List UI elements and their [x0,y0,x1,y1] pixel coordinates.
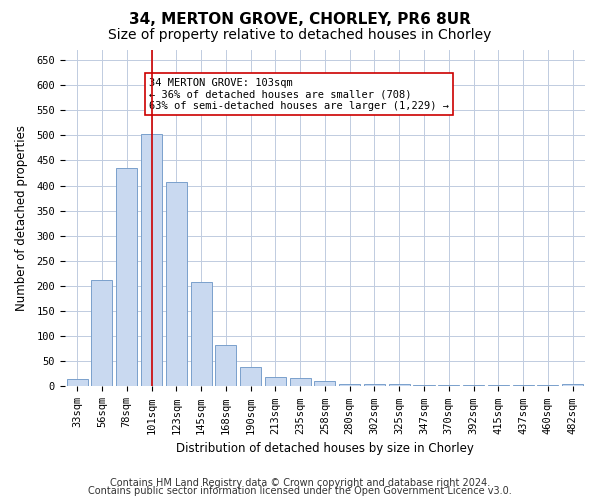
Bar [116,168,137,386]
Bar [339,384,360,386]
Bar [191,282,212,387]
Bar [488,385,509,386]
Text: Contains public sector information licensed under the Open Government Licence v3: Contains public sector information licen… [88,486,512,496]
Bar [67,379,88,386]
Bar [389,384,410,386]
Text: Size of property relative to detached houses in Chorley: Size of property relative to detached ho… [109,28,491,42]
Text: Contains HM Land Registry data © Crown copyright and database right 2024.: Contains HM Land Registry data © Crown c… [110,478,490,488]
Bar [91,280,112,386]
Text: 34 MERTON GROVE: 103sqm
← 36% of detached houses are smaller (708)
63% of semi-d: 34 MERTON GROVE: 103sqm ← 36% of detache… [149,78,449,111]
Bar [364,384,385,386]
Bar [438,385,459,386]
Bar [512,385,533,386]
Text: 34, MERTON GROVE, CHORLEY, PR6 8UR: 34, MERTON GROVE, CHORLEY, PR6 8UR [129,12,471,28]
Y-axis label: Number of detached properties: Number of detached properties [15,125,28,311]
Bar [166,182,187,386]
Bar [562,384,583,386]
X-axis label: Distribution of detached houses by size in Chorley: Distribution of detached houses by size … [176,442,474,455]
Bar [265,378,286,386]
Bar [141,134,162,386]
Bar [290,378,311,386]
Bar [413,385,434,386]
Bar [240,368,261,386]
Bar [215,345,236,387]
Bar [538,385,559,386]
Bar [314,382,335,386]
Bar [463,385,484,386]
